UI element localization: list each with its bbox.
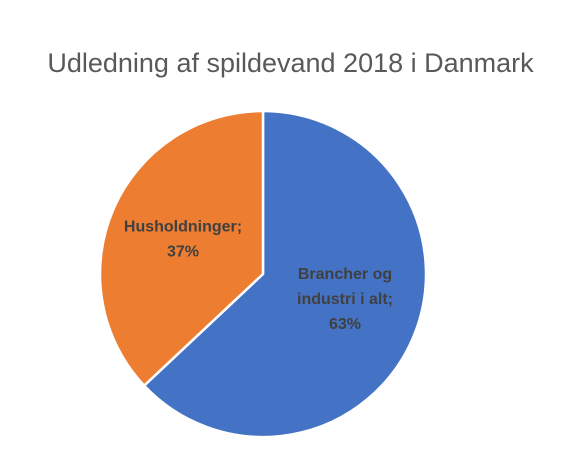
pie-slice-brancher-og-industri-i-alt — [142, 109, 428, 439]
data-label-husholdninger: Husholdninger; 37% — [124, 219, 242, 261]
chart-title: Udledning af spildevand 2018 i Danmark — [47, 48, 534, 78]
pie-data-labels: Brancher og industri i alt; 63% Husholdning… — [124, 219, 393, 334]
pie-slices — [98, 109, 428, 439]
data-label-brancher-og-industri-i-alt: Brancher og industri i alt; 63% — [297, 266, 393, 333]
pie-slice-husholdninger — [98, 109, 265, 387]
